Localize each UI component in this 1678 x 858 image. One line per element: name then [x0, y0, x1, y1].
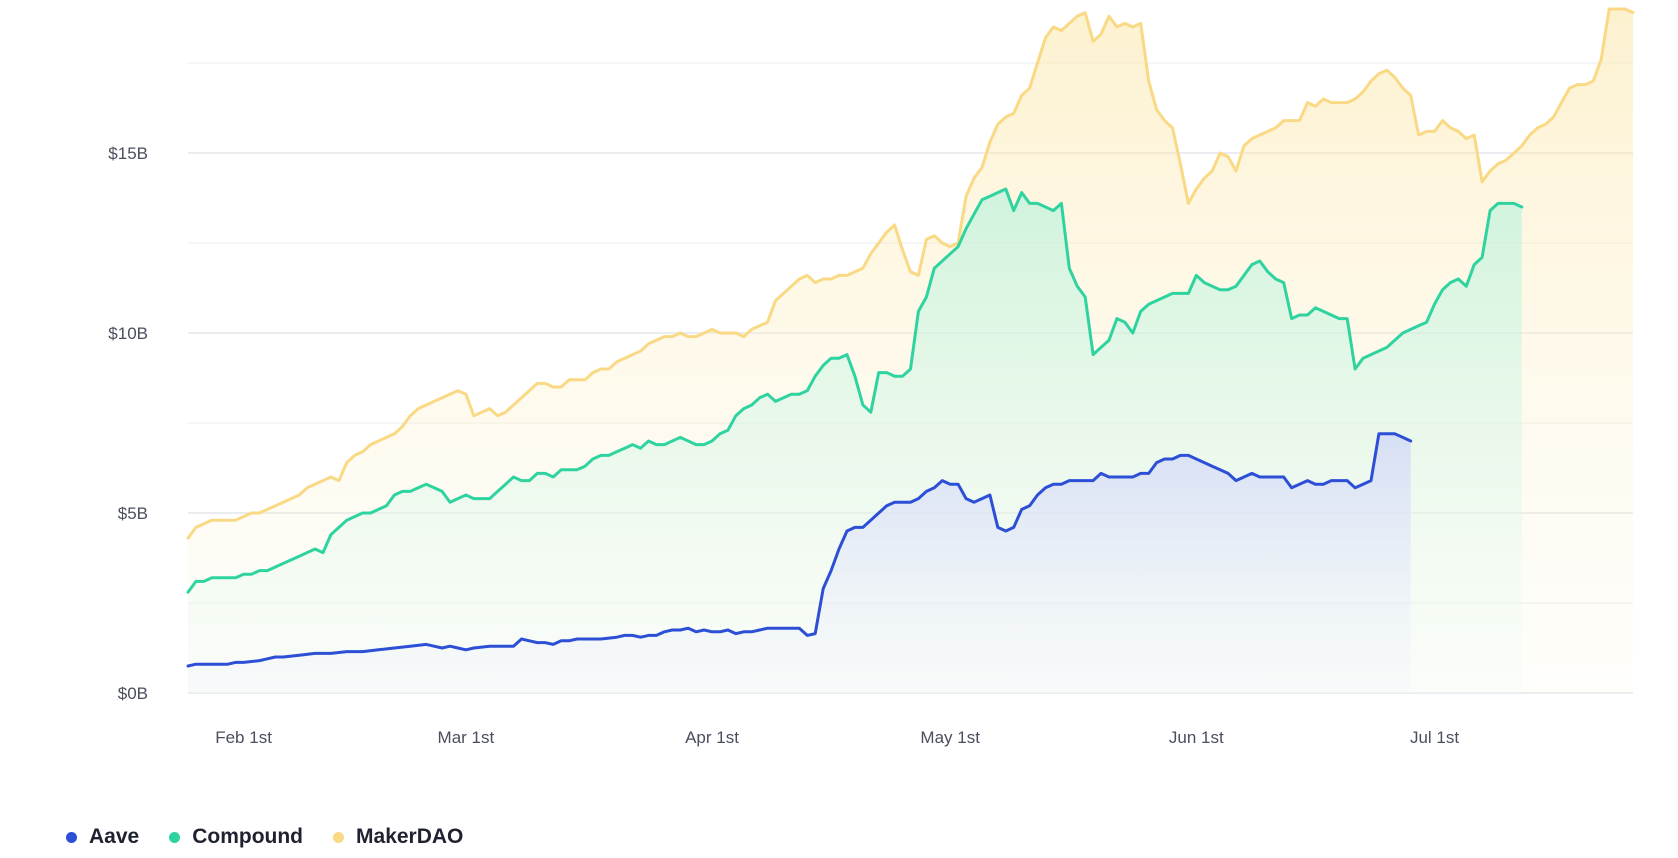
legend-item-compound[interactable]: Compound [169, 825, 303, 849]
x-tick-label: May 1st [920, 728, 980, 747]
series-line-makerdao[interactable] [186, 7, 1635, 540]
legend-label-makerdao: MakerDAO [356, 825, 464, 848]
y-tick-label: $15B [108, 144, 148, 163]
legend-label-compound: Compound [192, 825, 304, 848]
y-tick-label: $0B [118, 684, 148, 703]
series-line-compound[interactable] [186, 187, 1524, 594]
makerdao-dot-icon [333, 831, 345, 843]
legend-label-aave: Aave [89, 825, 140, 848]
y-tick-label: $10B [108, 324, 148, 343]
series-line-aave[interactable] [186, 432, 1413, 668]
x-tick-label: Feb 1st [215, 728, 272, 747]
legend-item-aave[interactable]: Aave [66, 825, 139, 849]
x-tick-label: Mar 1st [438, 728, 495, 747]
x-tick-label: Apr 1st [685, 728, 739, 747]
legend-item-makerdao[interactable]: MakerDAO [333, 825, 463, 849]
aave-dot-icon [66, 831, 77, 843]
y-tick-label: $5B [118, 504, 148, 523]
chart-legend: Aave Compound MakerDAO [66, 825, 463, 849]
area-aave [188, 433, 1411, 693]
compound-dot-icon [169, 831, 181, 843]
x-tick-label: Jun 1st [1169, 728, 1224, 747]
x-tick-label: Jul 1st [1410, 728, 1459, 747]
